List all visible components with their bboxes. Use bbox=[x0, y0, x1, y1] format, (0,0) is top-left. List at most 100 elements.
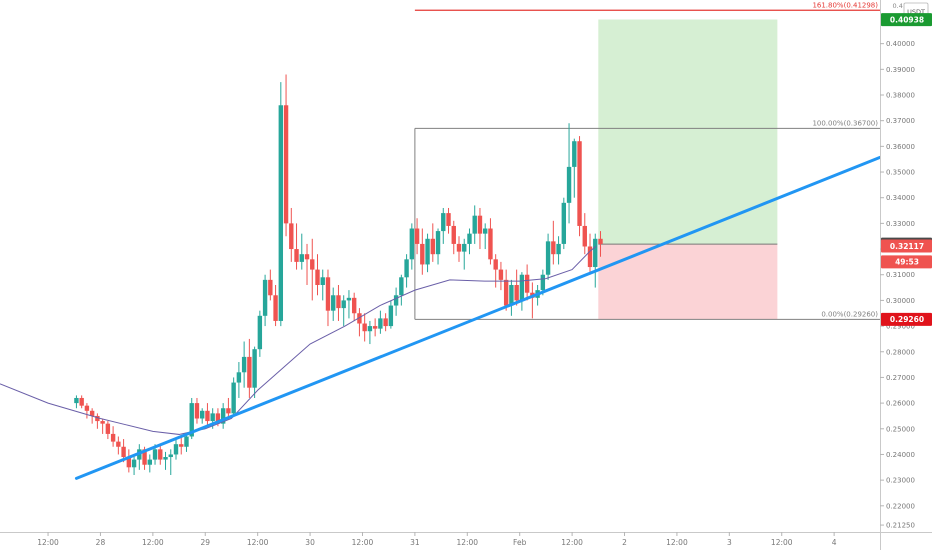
candle bbox=[341, 295, 346, 327]
candle bbox=[310, 238, 315, 301]
candle bbox=[456, 236, 462, 262]
candle-body bbox=[194, 403, 200, 419]
candle-body bbox=[414, 228, 420, 244]
candle-body bbox=[561, 202, 567, 244]
candle-body bbox=[519, 274, 525, 301]
candle-body bbox=[205, 410, 210, 422]
candle-body bbox=[577, 141, 582, 226]
candle-body bbox=[467, 233, 472, 244]
time-tick-label: 31 bbox=[410, 538, 420, 547]
fib-ext-label: 161.80%(0.41298) bbox=[812, 1, 878, 9]
time-tick-label: 12:00 bbox=[771, 538, 793, 547]
trendline-group[interactable] bbox=[74, 155, 882, 480]
candle-body bbox=[420, 243, 425, 265]
candle-body bbox=[388, 305, 394, 327]
price-tag-bg bbox=[881, 239, 932, 253]
candle bbox=[472, 205, 477, 244]
candle-body bbox=[372, 326, 378, 329]
time-tick-label: 12:00 bbox=[142, 538, 164, 547]
candle bbox=[179, 436, 184, 455]
price-tick-label: 0.25000 bbox=[886, 425, 915, 433]
price-tick-label: 0.33000 bbox=[886, 220, 915, 228]
candle-body bbox=[540, 274, 546, 291]
candle-body bbox=[351, 297, 357, 314]
candle bbox=[220, 403, 226, 429]
time-tick-label: 30 bbox=[305, 538, 315, 547]
candle-body bbox=[158, 449, 163, 460]
candle-body bbox=[299, 254, 304, 262]
price-tick-label: 0.38000 bbox=[886, 92, 915, 100]
candle bbox=[194, 397, 200, 424]
candle-body bbox=[84, 405, 90, 411]
candle-body bbox=[514, 285, 519, 301]
candle bbox=[498, 261, 504, 291]
candle bbox=[383, 313, 388, 332]
candle bbox=[545, 233, 551, 280]
candle bbox=[168, 449, 173, 475]
candle-body bbox=[110, 433, 116, 442]
candle-body bbox=[393, 295, 399, 306]
candle-body bbox=[346, 297, 352, 301]
candle-body bbox=[404, 259, 409, 278]
time-tick-label: 3 bbox=[727, 538, 732, 547]
position-zones bbox=[598, 19, 778, 320]
profit-zone bbox=[598, 19, 778, 245]
candle-body bbox=[200, 410, 205, 419]
candle-body bbox=[152, 449, 158, 460]
candle-body bbox=[121, 446, 126, 458]
candle-body bbox=[483, 228, 488, 234]
candle-body bbox=[462, 243, 467, 252]
candle bbox=[257, 310, 263, 357]
time-axis[interactable]: 12:00 28 12:00 29 12:00 30 12:00 31 12:00 Feb 12:0… bbox=[0, 532, 932, 550]
price-tag: 0.32117 bbox=[881, 239, 932, 253]
candle-body bbox=[262, 279, 268, 316]
candle bbox=[587, 233, 593, 275]
candle-body bbox=[289, 223, 294, 250]
candle bbox=[503, 269, 509, 311]
candle bbox=[378, 310, 383, 334]
candle-body bbox=[524, 274, 530, 293]
moving-average bbox=[0, 245, 597, 435]
candle-body bbox=[325, 277, 331, 311]
candle-body bbox=[273, 295, 278, 321]
price-tag-label: 0.40938 bbox=[890, 15, 924, 24]
price-tick-label: 0.30000 bbox=[886, 297, 915, 305]
candle-body bbox=[336, 295, 341, 309]
candle bbox=[289, 207, 294, 262]
candle bbox=[84, 403, 90, 419]
candle-body bbox=[503, 279, 509, 306]
candle-body bbox=[236, 372, 242, 383]
time-tick-label: 12:00 bbox=[456, 538, 478, 547]
candle bbox=[404, 254, 409, 288]
candle bbox=[110, 426, 116, 447]
candle-body bbox=[430, 238, 435, 255]
candle-body bbox=[556, 243, 561, 255]
price-tick-label: 0.26000 bbox=[886, 400, 915, 408]
candle bbox=[126, 449, 132, 473]
candle-body bbox=[89, 410, 95, 416]
time-axis-bg bbox=[0, 532, 880, 550]
price-axis[interactable]: 0.41000USDT0.400000.390000.380000.370000… bbox=[880, 0, 932, 550]
candle-body bbox=[210, 413, 215, 422]
candle-body bbox=[215, 413, 221, 424]
time-tick-label: 12:00 bbox=[352, 538, 374, 547]
candle bbox=[304, 243, 310, 285]
candle bbox=[362, 313, 367, 342]
candle-body bbox=[79, 397, 84, 406]
candle bbox=[247, 338, 252, 398]
candle bbox=[105, 421, 111, 440]
candle-body bbox=[551, 241, 556, 255]
fibonacci-retracement[interactable] bbox=[414, 9, 880, 320]
time-tick-label: 12:00 bbox=[666, 538, 688, 547]
candle-body bbox=[278, 105, 284, 321]
candle-body bbox=[189, 403, 194, 437]
candle-body bbox=[241, 356, 247, 373]
candle bbox=[95, 413, 100, 429]
candle-body bbox=[435, 231, 441, 255]
candle bbox=[131, 454, 137, 475]
fib-top-label: 100.00%(0.36700) bbox=[812, 119, 878, 127]
candle bbox=[268, 269, 273, 301]
